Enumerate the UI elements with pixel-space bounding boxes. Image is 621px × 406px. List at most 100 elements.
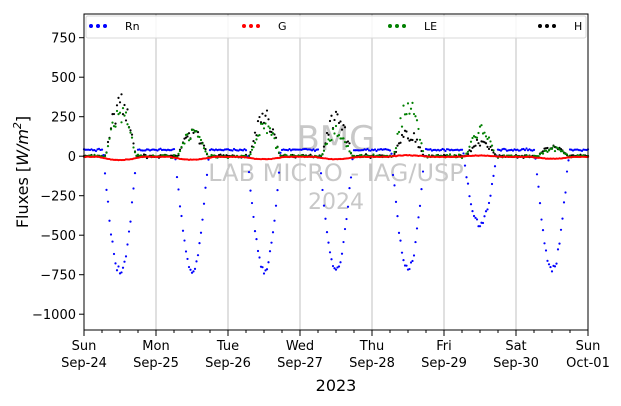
data-point-le — [415, 119, 419, 122]
x-tick-date: Sep-24 — [61, 356, 107, 371]
data-point-h — [346, 140, 350, 143]
data-point-le — [121, 107, 125, 110]
data-point-rn — [483, 215, 486, 218]
data-point-rn — [115, 269, 119, 272]
data-point-le — [129, 131, 132, 134]
data-point-h — [486, 145, 489, 148]
x-tick-date: Sep-30 — [493, 356, 539, 371]
data-point-rn — [258, 256, 261, 259]
data-point-rn — [540, 218, 543, 221]
legend-marker — [552, 24, 556, 28]
data-point-le — [544, 149, 548, 152]
data-point-le — [201, 142, 204, 145]
data-point-le — [400, 125, 404, 128]
data-point-rn — [175, 175, 179, 179]
legend-marker — [103, 24, 107, 28]
y-label-exp: 2 — [11, 122, 24, 129]
data-point-h — [184, 136, 188, 139]
data-point-rn — [244, 149, 248, 152]
data-point-h — [130, 133, 134, 136]
data-point-le — [487, 136, 491, 139]
y-tick-label: −500 — [40, 229, 76, 244]
data-point-rn — [555, 262, 558, 265]
data-point-le — [334, 124, 338, 128]
data-point-rn — [195, 260, 198, 263]
data-point-le — [252, 146, 255, 149]
data-point-le — [276, 146, 279, 149]
data-point-rn — [123, 260, 126, 263]
data-point-rn — [393, 184, 396, 187]
data-point-le — [484, 135, 488, 138]
x-tick-date: Sep-27 — [277, 356, 323, 371]
data-point-rn — [273, 219, 276, 222]
legend-marker — [96, 24, 100, 28]
data-point-h — [396, 144, 399, 147]
data-point-le — [418, 138, 422, 141]
data-point-rn — [561, 217, 564, 220]
data-point-rn — [414, 240, 417, 244]
data-point-le — [420, 142, 423, 145]
data-point-rn — [558, 242, 561, 245]
data-point-le — [477, 131, 480, 135]
y-tick-label: −250 — [40, 190, 76, 205]
data-point-h — [121, 113, 125, 116]
data-point-rn — [373, 148, 377, 151]
data-point-le — [93, 153, 96, 157]
data-point-le — [253, 141, 257, 144]
data-point-rn — [525, 147, 528, 150]
data-point-rn — [274, 204, 278, 207]
data-point-rn — [468, 195, 471, 198]
data-point-le — [106, 144, 110, 148]
data-point-le — [427, 154, 431, 157]
data-point-le — [126, 123, 129, 126]
data-point-h — [330, 114, 333, 117]
data-point-le — [465, 152, 468, 155]
x-tick-day: Wed — [286, 339, 314, 354]
data-point-rn — [127, 230, 131, 233]
legend-marker — [545, 24, 549, 28]
data-point-le — [264, 122, 267, 125]
data-point-rn — [402, 259, 405, 262]
data-point-rn — [474, 216, 477, 219]
x-tick-day: Fri — [436, 339, 452, 354]
data-point-le — [250, 148, 254, 151]
data-point-rn — [400, 251, 404, 254]
legend-marker — [249, 24, 253, 28]
data-point-h — [334, 110, 338, 114]
data-point-h — [402, 135, 405, 138]
data-point-le — [195, 130, 198, 133]
x-tick-date: Sep-29 — [421, 356, 467, 371]
data-point-h — [412, 132, 416, 135]
data-point-rn — [390, 152, 393, 155]
legend-marker — [395, 24, 399, 28]
data-point-le — [538, 153, 542, 156]
data-point-h — [120, 93, 123, 96]
data-point-le — [343, 140, 347, 144]
data-point-rn — [334, 268, 338, 271]
data-point-le — [255, 138, 258, 141]
data-point-rn — [339, 261, 342, 264]
data-point-rn — [375, 149, 378, 153]
data-point-le — [267, 125, 270, 128]
data-point-rn — [348, 187, 351, 190]
data-point-h — [129, 129, 132, 132]
data-point-rn — [327, 241, 330, 244]
data-point-le — [120, 121, 123, 124]
data-point-le — [319, 154, 323, 157]
data-point-le — [268, 127, 272, 130]
data-point-le — [411, 101, 414, 104]
data-point-rn — [346, 205, 350, 208]
data-point-h — [492, 151, 495, 154]
data-point-le — [409, 107, 413, 110]
data-point-rn — [343, 227, 347, 231]
data-point-le — [178, 149, 182, 153]
data-point-h — [333, 118, 336, 122]
data-point-rn — [556, 248, 560, 251]
data-point-h — [249, 150, 252, 154]
data-point-h — [252, 140, 255, 143]
data-point-le — [489, 140, 492, 143]
data-point-le — [466, 150, 470, 153]
data-point-rn — [321, 188, 324, 192]
data-point-le — [556, 147, 560, 150]
data-point-h — [322, 145, 326, 148]
